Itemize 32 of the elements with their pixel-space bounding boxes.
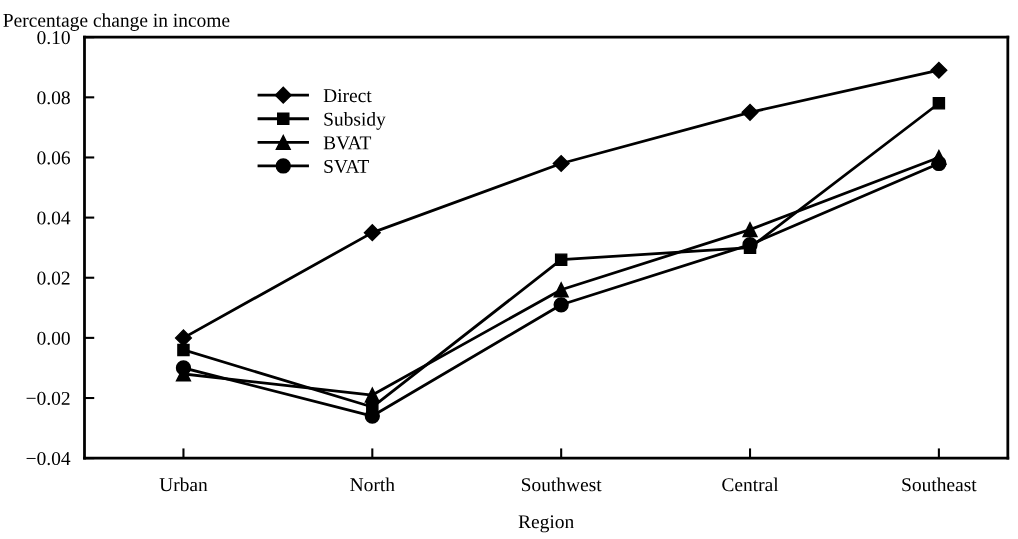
- x-tick-label: Southeast: [902, 477, 977, 492]
- point: [554, 253, 568, 266]
- point: [553, 297, 569, 313]
- x-tick-label: Urban: [159, 477, 208, 492]
- point: [363, 224, 381, 242]
- legend-label: Subsidy: [324, 112, 386, 130]
- y-tick-label: 0.06: [37, 151, 71, 165]
- x-tick-label: Southwest: [521, 477, 602, 492]
- x-tick-label: North: [350, 477, 395, 492]
- point: [932, 97, 946, 110]
- point: [741, 103, 759, 121]
- point: [931, 155, 947, 172]
- x-axis-title: Region: [518, 515, 574, 533]
- legend-label: Direct: [323, 89, 372, 103]
- point: [177, 343, 190, 357]
- y-tick-label: 0.00: [37, 331, 70, 345]
- y-tick-label: 0.10: [37, 31, 70, 45]
- point: [742, 221, 758, 238]
- point: [175, 360, 192, 376]
- legend-label: BVAT: [323, 136, 372, 150]
- y-tick-label: 0.02: [37, 271, 70, 285]
- legend-label: SVAT: [324, 159, 369, 174]
- point: [552, 154, 570, 173]
- point: [553, 282, 569, 298]
- x-tick-label: Central: [722, 477, 779, 492]
- y-tick-label: 0.08: [37, 91, 70, 105]
- y-tick-label: −0.04: [26, 451, 71, 466]
- y-tick-label: 0.04: [37, 211, 71, 225]
- point: [930, 61, 948, 79]
- y-tick-label: −0.02: [26, 391, 70, 406]
- point: [364, 387, 380, 403]
- y-axis-title: Percentage change in income: [3, 13, 230, 31]
